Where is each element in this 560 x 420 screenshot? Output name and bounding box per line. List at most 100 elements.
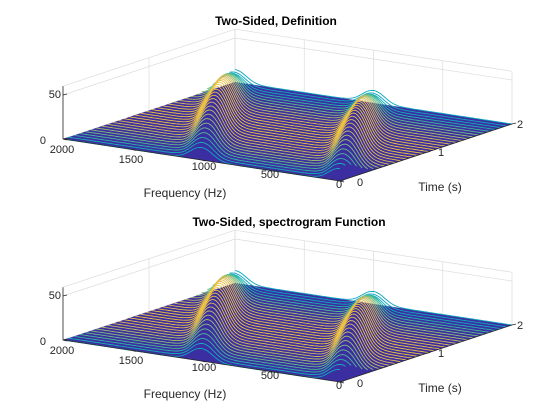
z-tick-0: 0 (40, 135, 46, 147)
waterfall-line (123, 299, 402, 363)
y-tick-mark (339, 179, 345, 182)
y-axis-label: Time (s) (418, 180, 462, 194)
waterfall-line (129, 295, 407, 361)
waterfall-line (101, 314, 379, 369)
waterfall-line (96, 118, 374, 170)
waterfall-line (201, 274, 479, 337)
waterfall-line (118, 302, 396, 365)
waterfall-line (179, 276, 457, 344)
waterfall-line (196, 73, 474, 138)
waterfall-line (112, 105, 390, 165)
waterfall-line (207, 274, 485, 335)
waterfall-line (74, 134, 352, 172)
waterfall-line (96, 319, 374, 371)
x-tick-mark (132, 350, 137, 352)
waterfall-line (135, 292, 413, 359)
y-tick-mark (511, 122, 517, 125)
waterfall-line (85, 127, 363, 169)
z-tick-mark (62, 338, 68, 341)
waterfall-line (234, 270, 513, 326)
waterfall-line (151, 284, 429, 354)
x-axis-label: Frequency (Hz) (144, 387, 227, 401)
waterfall-line (68, 337, 346, 376)
waterfall-line (190, 74, 468, 140)
y-tick-1: 1 (438, 348, 444, 360)
grid-line (62, 229, 513, 288)
waterfall-line (107, 109, 385, 167)
z-tick-mark (62, 137, 68, 140)
z-tick-50: 50 (49, 89, 61, 101)
floor-plane (63, 283, 512, 382)
y-tick-mark (511, 323, 517, 326)
waterfall-line (112, 306, 390, 366)
x-tick-1000: 1000 (192, 161, 216, 173)
y-tick-0: 0 (357, 378, 363, 390)
waterfall-chart-2: Two-Sided, spectrogram Function 50 0 200… (40, 215, 523, 401)
waterfall-line (74, 335, 352, 373)
x-tick-0: 0 (336, 179, 342, 191)
x-tick-2000: 2000 (50, 345, 74, 357)
waterfall-line (201, 73, 479, 136)
z-tick-0: 0 (40, 336, 46, 348)
y-tick-2: 2 (517, 320, 523, 332)
floor-plane (63, 82, 512, 181)
x-tick-500: 500 (261, 370, 279, 382)
y-axis-label: Time (s) (418, 381, 462, 395)
waterfall-line (151, 83, 429, 153)
y-tick-2: 2 (517, 119, 523, 131)
waterfall-line (234, 69, 513, 125)
chart-title: Two-Sided, spectrogram Function (192, 215, 385, 229)
z-tick-mark (62, 93, 68, 96)
chart-title: Two-Sided, Definition (215, 14, 337, 28)
x-tick-1500: 1500 (119, 355, 143, 367)
x-tick-mark (132, 149, 137, 151)
grid-line (62, 28, 513, 87)
x-tick-mark (270, 371, 275, 373)
y-tick-0: 0 (357, 177, 363, 189)
waterfall-line (179, 75, 457, 143)
waterfall-line (135, 91, 413, 158)
waterfall-line (229, 272, 507, 328)
x-tick-0: 0 (336, 380, 342, 392)
waterfall-line (190, 275, 468, 341)
waterfall-line (90, 122, 368, 170)
waterfall-line (79, 132, 357, 169)
waterfall-chart-1: Two-Sided, Definition 50 0 2000 1500 100… (40, 14, 523, 200)
waterfall-line (207, 73, 485, 134)
x-tick-2000: 2000 (50, 144, 74, 156)
waterfall-line (212, 72, 490, 132)
waterfall-line (196, 274, 474, 339)
grid-line (62, 37, 513, 96)
x-tick-mark (201, 360, 206, 363)
x-tick-500: 500 (261, 169, 279, 181)
waterfall-line (129, 94, 407, 160)
waterfall-line (90, 323, 368, 371)
z-tick-mark (62, 294, 68, 297)
waterfall-line (101, 113, 379, 168)
x-tick-1000: 1000 (192, 362, 216, 374)
z-tick-50: 50 (49, 290, 61, 302)
x-tick-mark (201, 159, 206, 162)
x-tick-1500: 1500 (119, 154, 143, 166)
waterfall-line (85, 328, 363, 370)
x-tick-mark (270, 170, 275, 172)
waterfall-line (173, 278, 452, 346)
x-axis-label: Frequency (Hz) (144, 186, 227, 200)
waterfall-line (173, 77, 452, 145)
y-tick-mark (425, 151, 431, 153)
waterfall-line (140, 88, 418, 156)
y-tick-1: 1 (438, 147, 444, 159)
waterfall-line (146, 86, 424, 154)
waterfall-line (185, 276, 463, 342)
waterfall-line (118, 101, 396, 164)
y-tick-mark (339, 380, 345, 383)
waterfall-line (185, 75, 463, 141)
waterfall-line (212, 273, 490, 333)
waterfall-line (229, 71, 507, 127)
waterfall-line (146, 287, 424, 355)
y-tick-mark (425, 352, 431, 354)
waterfall-line (79, 333, 357, 370)
grid-line (62, 238, 513, 297)
waterfall-line (68, 136, 346, 175)
